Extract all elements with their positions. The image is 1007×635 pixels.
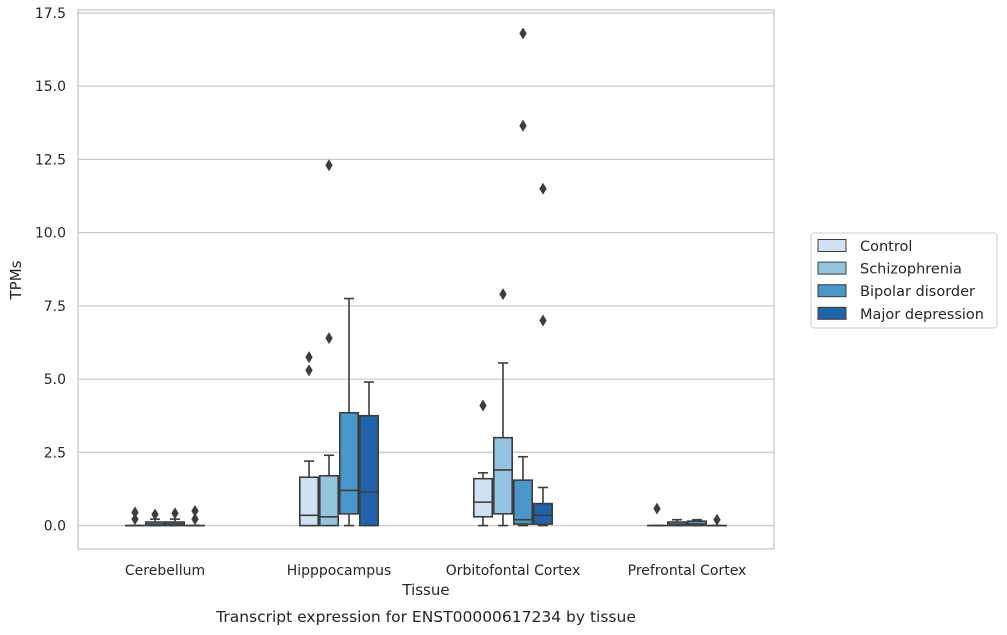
y-tick-label: 2.5 xyxy=(44,445,66,461)
legend-swatch xyxy=(817,261,847,275)
legend: Control Schizophrenia Bipolar disorder Majo… xyxy=(810,232,998,329)
box-control-3 xyxy=(646,502,667,527)
box-major-depression-3 xyxy=(706,513,727,527)
outlier-point xyxy=(713,513,721,526)
legend-label: Schizophrenia xyxy=(860,262,962,278)
outlier-point xyxy=(653,502,661,515)
y-tick-label: 10.0 xyxy=(35,226,66,242)
iqr-box xyxy=(318,474,339,527)
y-tick-label: 5.0 xyxy=(44,372,66,388)
legend-swatch xyxy=(817,284,847,298)
outlier-point xyxy=(151,508,159,521)
x-tick-label: Prefrontal Cortex xyxy=(628,563,747,579)
outlier-point xyxy=(539,182,547,195)
x-axis-title: Tissue xyxy=(401,581,449,599)
chart-caption: Transcript expression for ENST0000061723… xyxy=(215,608,636,626)
outlier-point xyxy=(131,506,139,519)
box-bipolar-disorder-3 xyxy=(686,518,707,527)
outlier-point xyxy=(191,504,199,517)
box-major-depression-0 xyxy=(185,504,206,527)
plot-frame xyxy=(77,9,775,550)
box-schizophrenia-2 xyxy=(492,288,513,527)
x-tick-label: Orbitofontal Cortex xyxy=(446,563,581,579)
outlier-point xyxy=(499,288,507,301)
outlier-point xyxy=(479,399,487,412)
box-control-2 xyxy=(472,399,493,527)
iqr-box xyxy=(492,436,513,515)
legend-label: Control xyxy=(860,239,912,255)
box-major-depression-2 xyxy=(532,182,553,527)
outlier-point xyxy=(325,159,333,172)
outlier-point xyxy=(305,351,313,364)
outlier-point xyxy=(131,513,139,526)
y-tick-label: 15.0 xyxy=(35,79,66,95)
legend-frame xyxy=(810,232,998,329)
outlier-point xyxy=(171,507,179,520)
box-schizophrenia-0 xyxy=(145,508,166,527)
y-axis-title: TPMs xyxy=(7,260,25,300)
iqr-box xyxy=(472,477,493,518)
box-schizophrenia-3 xyxy=(666,518,687,527)
outlier-point xyxy=(325,332,333,345)
outlier-point xyxy=(539,314,547,327)
gridlines xyxy=(78,12,774,527)
iqr-box xyxy=(338,411,359,515)
y-tick-label: 0.0 xyxy=(44,519,66,535)
iqr-box xyxy=(358,414,379,527)
box-control-0 xyxy=(125,506,146,527)
outlier-point xyxy=(191,513,199,526)
outlier-point xyxy=(305,364,313,377)
y-tick-label: 7.5 xyxy=(44,299,66,315)
iqr-box xyxy=(298,476,319,527)
outlier-point xyxy=(519,119,527,132)
box-control-1 xyxy=(298,351,319,527)
x-tick-label: Cerebellum xyxy=(125,563,205,579)
box-major-depression-1 xyxy=(358,381,379,527)
y-tick-label: 12.5 xyxy=(35,152,66,168)
x-tick-label: Hipppocampus xyxy=(287,563,392,579)
iqr-box xyxy=(532,502,553,525)
iqr-box xyxy=(512,479,533,525)
box-bipolar-disorder-0 xyxy=(165,507,186,527)
boxes xyxy=(125,27,727,527)
y-tick-label: 17.5 xyxy=(35,6,66,22)
legend-label: Bipolar disorder xyxy=(860,284,975,300)
legend-swatch xyxy=(817,239,847,252)
x-tick-labels: Cerebellum Hipppocampus Orbitofontal Corte… xyxy=(125,563,746,579)
legend-swatch xyxy=(817,306,847,320)
box-bipolar-disorder-1 xyxy=(338,297,359,527)
outlier-point xyxy=(519,27,527,40)
box-schizophrenia-1 xyxy=(318,159,339,527)
y-tick-labels: 0.0 2.5 5.0 7.5 10.0 12.5 15.0 17.5 xyxy=(35,6,66,535)
box-bipolar-disorder-2 xyxy=(512,27,533,527)
legend-label: Major depression xyxy=(860,307,984,323)
